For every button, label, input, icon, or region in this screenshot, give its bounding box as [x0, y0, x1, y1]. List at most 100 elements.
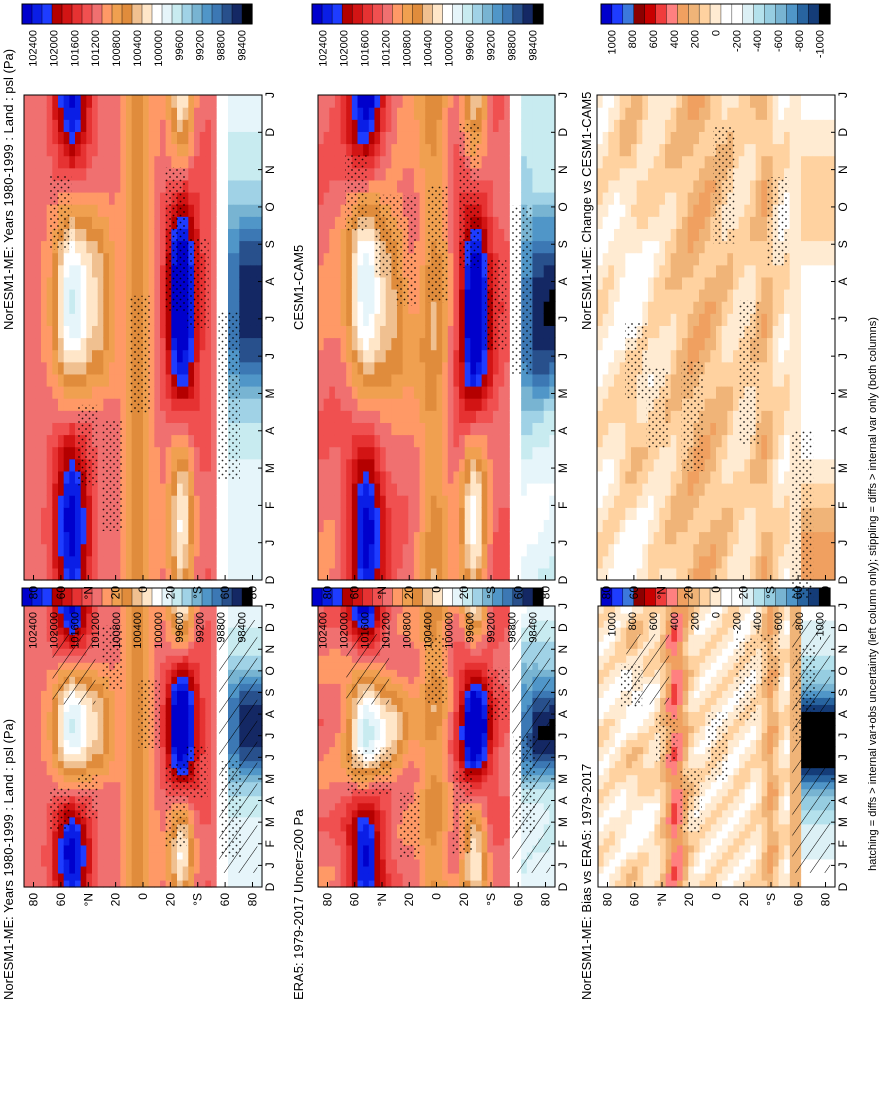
- heatmap-cell: [103, 852, 109, 860]
- heatmap-cell: [166, 422, 172, 435]
- heatmap-cell: [363, 824, 369, 832]
- heatmap-cell: [154, 568, 160, 581]
- heatmap-cell: [30, 483, 36, 496]
- heatmap-cell: [318, 739, 324, 747]
- heatmap-cell: [420, 754, 426, 762]
- heatmap-cell: [109, 845, 115, 853]
- heatmap-cell: [120, 782, 126, 790]
- heatmap-cell: [154, 192, 160, 205]
- heatmap-cell: [30, 471, 36, 484]
- heatmap-cell: [115, 768, 121, 776]
- heatmap-cell: [465, 648, 471, 656]
- heatmap-cell: [329, 655, 335, 663]
- heatmap-cell: [482, 655, 488, 663]
- heatmap-cell: [132, 845, 138, 853]
- heatmap-cell: [386, 796, 392, 804]
- heatmap-cell: [470, 725, 476, 733]
- heatmap-cell: [160, 338, 166, 351]
- heatmap-cell: [92, 873, 98, 881]
- heatmap-cell: [120, 362, 126, 375]
- heatmap-cell: [41, 374, 47, 387]
- heatmap-cell: [487, 866, 493, 874]
- heatmap-cell: [251, 253, 257, 266]
- heatmap-cell: [183, 859, 189, 867]
- heatmap-cell: [329, 789, 335, 797]
- heatmap-cell: [81, 852, 87, 860]
- heatmap-cell: [115, 817, 121, 825]
- heatmap-cell: [476, 641, 482, 649]
- heatmap-cell: [493, 761, 499, 769]
- heatmap-cell: [171, 119, 177, 132]
- heatmap-cell: [81, 704, 87, 712]
- heatmap-cell: [69, 838, 75, 846]
- heatmap-cell: [329, 613, 335, 621]
- heatmap-cell: [126, 775, 132, 783]
- heatmap-cell: [47, 556, 53, 569]
- heatmap-cell: [177, 568, 183, 581]
- latitude-tick-label: 60: [54, 893, 68, 907]
- heatmap-cell: [109, 338, 115, 351]
- month-tick-label: J: [263, 862, 277, 868]
- heatmap-cell: [149, 107, 155, 120]
- heatmap-cell: [47, 697, 53, 705]
- heatmap-cell: [92, 144, 98, 157]
- heatmap-cell: [211, 313, 217, 326]
- heatmap-cell: [251, 350, 257, 363]
- heatmap-cell: [239, 216, 245, 229]
- heatmap-cell: [126, 144, 132, 157]
- month-tick-label: S: [263, 688, 277, 696]
- heatmap-cell: [346, 866, 352, 874]
- heatmap-cell: [217, 532, 223, 545]
- heatmap-cell: [103, 216, 109, 229]
- heatmap-cell: [41, 627, 47, 635]
- heatmap-cell: [341, 711, 347, 719]
- heatmap-cell: [115, 831, 121, 839]
- heatmap-cell: [329, 873, 335, 881]
- heatmap-cell: [476, 789, 482, 797]
- heatmap-cell: [143, 471, 149, 484]
- heatmap-cell: [183, 386, 189, 399]
- heatmap-cell: [414, 676, 420, 684]
- heatmap-cell: [166, 495, 172, 508]
- heatmap-cell: [103, 866, 109, 874]
- heatmap-cell: [149, 831, 155, 839]
- heatmap-cell: [211, 838, 217, 846]
- heatmap-cell: [251, 459, 257, 472]
- heatmap-cell: [126, 803, 132, 811]
- heatmap-cell: [154, 845, 160, 853]
- heatmap-cell: [160, 817, 166, 825]
- heatmap-cell: [211, 669, 217, 677]
- heatmap-cell: [35, 817, 41, 825]
- latitude-tick-label: 20: [109, 893, 123, 907]
- heatmap-cell: [239, 471, 245, 484]
- heatmap-cell: [58, 253, 64, 266]
- heatmap-cell: [30, 338, 36, 351]
- heatmap-cell: [239, 180, 245, 193]
- heatmap-cell: [35, 810, 41, 818]
- heatmap-cell: [92, 95, 98, 108]
- heatmap-cell: [420, 704, 426, 712]
- heatmap-cell: [30, 216, 36, 229]
- heatmap-cell: [251, 228, 257, 241]
- heatmap-cell: [109, 824, 115, 832]
- latitude-tick-label: °N: [81, 586, 95, 599]
- heatmap-cell: [380, 739, 386, 747]
- heatmap-cell: [109, 690, 115, 698]
- heatmap-cell: [120, 204, 126, 217]
- heatmap-cell: [194, 144, 200, 157]
- heatmap-cell: [58, 289, 64, 302]
- heatmap-cell: [386, 873, 392, 881]
- heatmap-cell: [335, 775, 341, 783]
- heatmap-cell: [81, 386, 87, 399]
- heatmap-cell: [171, 519, 177, 532]
- heatmap-cell: [41, 568, 47, 581]
- heatmap-cell: [499, 859, 505, 867]
- heatmap-cell: [318, 761, 324, 769]
- latitude-tick-label: °S: [191, 586, 205, 599]
- heatmap-cell: [109, 866, 115, 874]
- heatmap-cell: [341, 676, 347, 684]
- heatmap-cell: [437, 718, 443, 726]
- heatmap-cell: [98, 338, 104, 351]
- heatmap-cell: [24, 880, 30, 888]
- heatmap-cell: [420, 831, 426, 839]
